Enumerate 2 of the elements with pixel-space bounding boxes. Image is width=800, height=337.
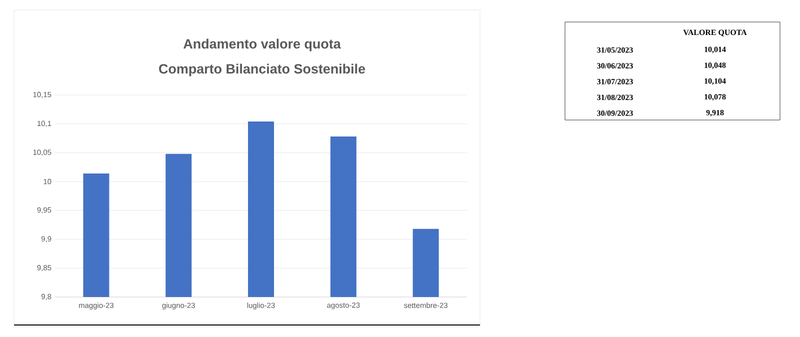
chart-subtitle: Comparto Bilanciato Sostenibile [159, 64, 366, 76]
chart-title: Andamento valore quota [183, 38, 341, 52]
